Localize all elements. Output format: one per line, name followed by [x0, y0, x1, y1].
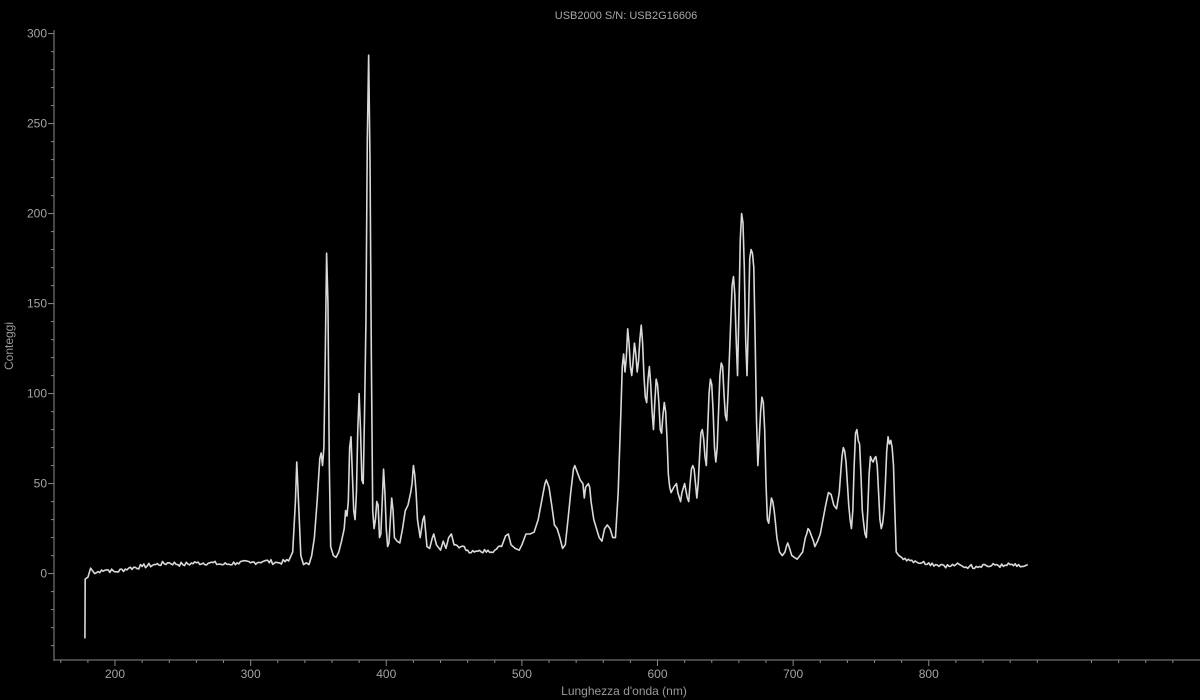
x-tick-label: 400	[376, 667, 396, 681]
x-tick-label: 700	[783, 667, 803, 681]
y-tick-label: 100	[27, 387, 47, 401]
x-tick-label: 600	[647, 667, 667, 681]
series-layer	[84, 54, 1029, 639]
x-axis-label: Lunghezza d'onda (nm)	[561, 684, 687, 698]
x-tick-label: 500	[512, 667, 532, 681]
y-tick-label: 0	[40, 567, 47, 581]
y-tick-label: 50	[34, 477, 48, 491]
y-tick-label: 200	[27, 207, 47, 221]
y-tick-label: 150	[27, 297, 47, 311]
spectrum-series-line	[84, 54, 1029, 639]
y-axis-label: Conteggi	[2, 322, 16, 370]
chart-title: USB2000 S/N: USB2G16606	[555, 10, 697, 22]
y-axis-ticks: 0 50 100 150 200 250 300	[27, 27, 54, 647]
x-axis-ticks: 200 300 400 500 600 700 800	[60, 660, 1174, 681]
x-tick-label: 800	[919, 667, 939, 681]
x-tick-label: 200	[105, 667, 125, 681]
y-tick-label: 300	[27, 27, 47, 41]
x-tick-label: 300	[241, 667, 261, 681]
y-tick-label: 250	[27, 117, 47, 131]
